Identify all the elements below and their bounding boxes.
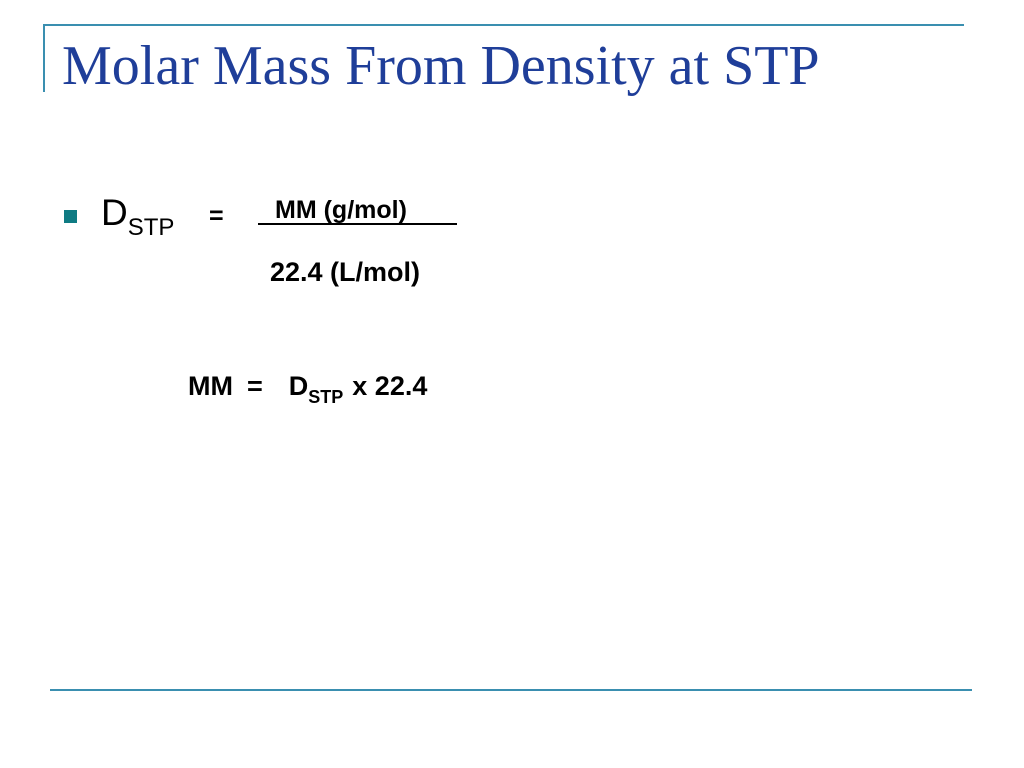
slide-title: Molar Mass From Density at STP <box>62 35 820 97</box>
bullet-square-icon <box>64 210 77 223</box>
formula-density-letter: D <box>288 371 309 401</box>
fraction-denominator: 22.4 (L/mol) <box>270 257 421 287</box>
title-frame-vertical-rule <box>43 24 45 92</box>
equals-sign: = <box>209 202 224 230</box>
formula-density-subscript: STP <box>308 387 344 407</box>
formula-rhs: x 22.4 <box>352 371 428 401</box>
density-symbol: DSTP <box>101 192 174 240</box>
footer-rule <box>50 689 972 691</box>
formula-lhs: MM <box>188 371 233 401</box>
density-letter: D <box>101 192 128 233</box>
density-subscript: STP <box>127 214 175 241</box>
fraction-numerator: MM (g/mol) <box>275 196 407 224</box>
formula-equals: = <box>246 371 263 401</box>
molar-mass-formula: MM = DSTP x 22.4 <box>188 371 428 407</box>
fraction-bar <box>258 223 457 225</box>
title-frame-horizontal-rule <box>43 24 964 26</box>
